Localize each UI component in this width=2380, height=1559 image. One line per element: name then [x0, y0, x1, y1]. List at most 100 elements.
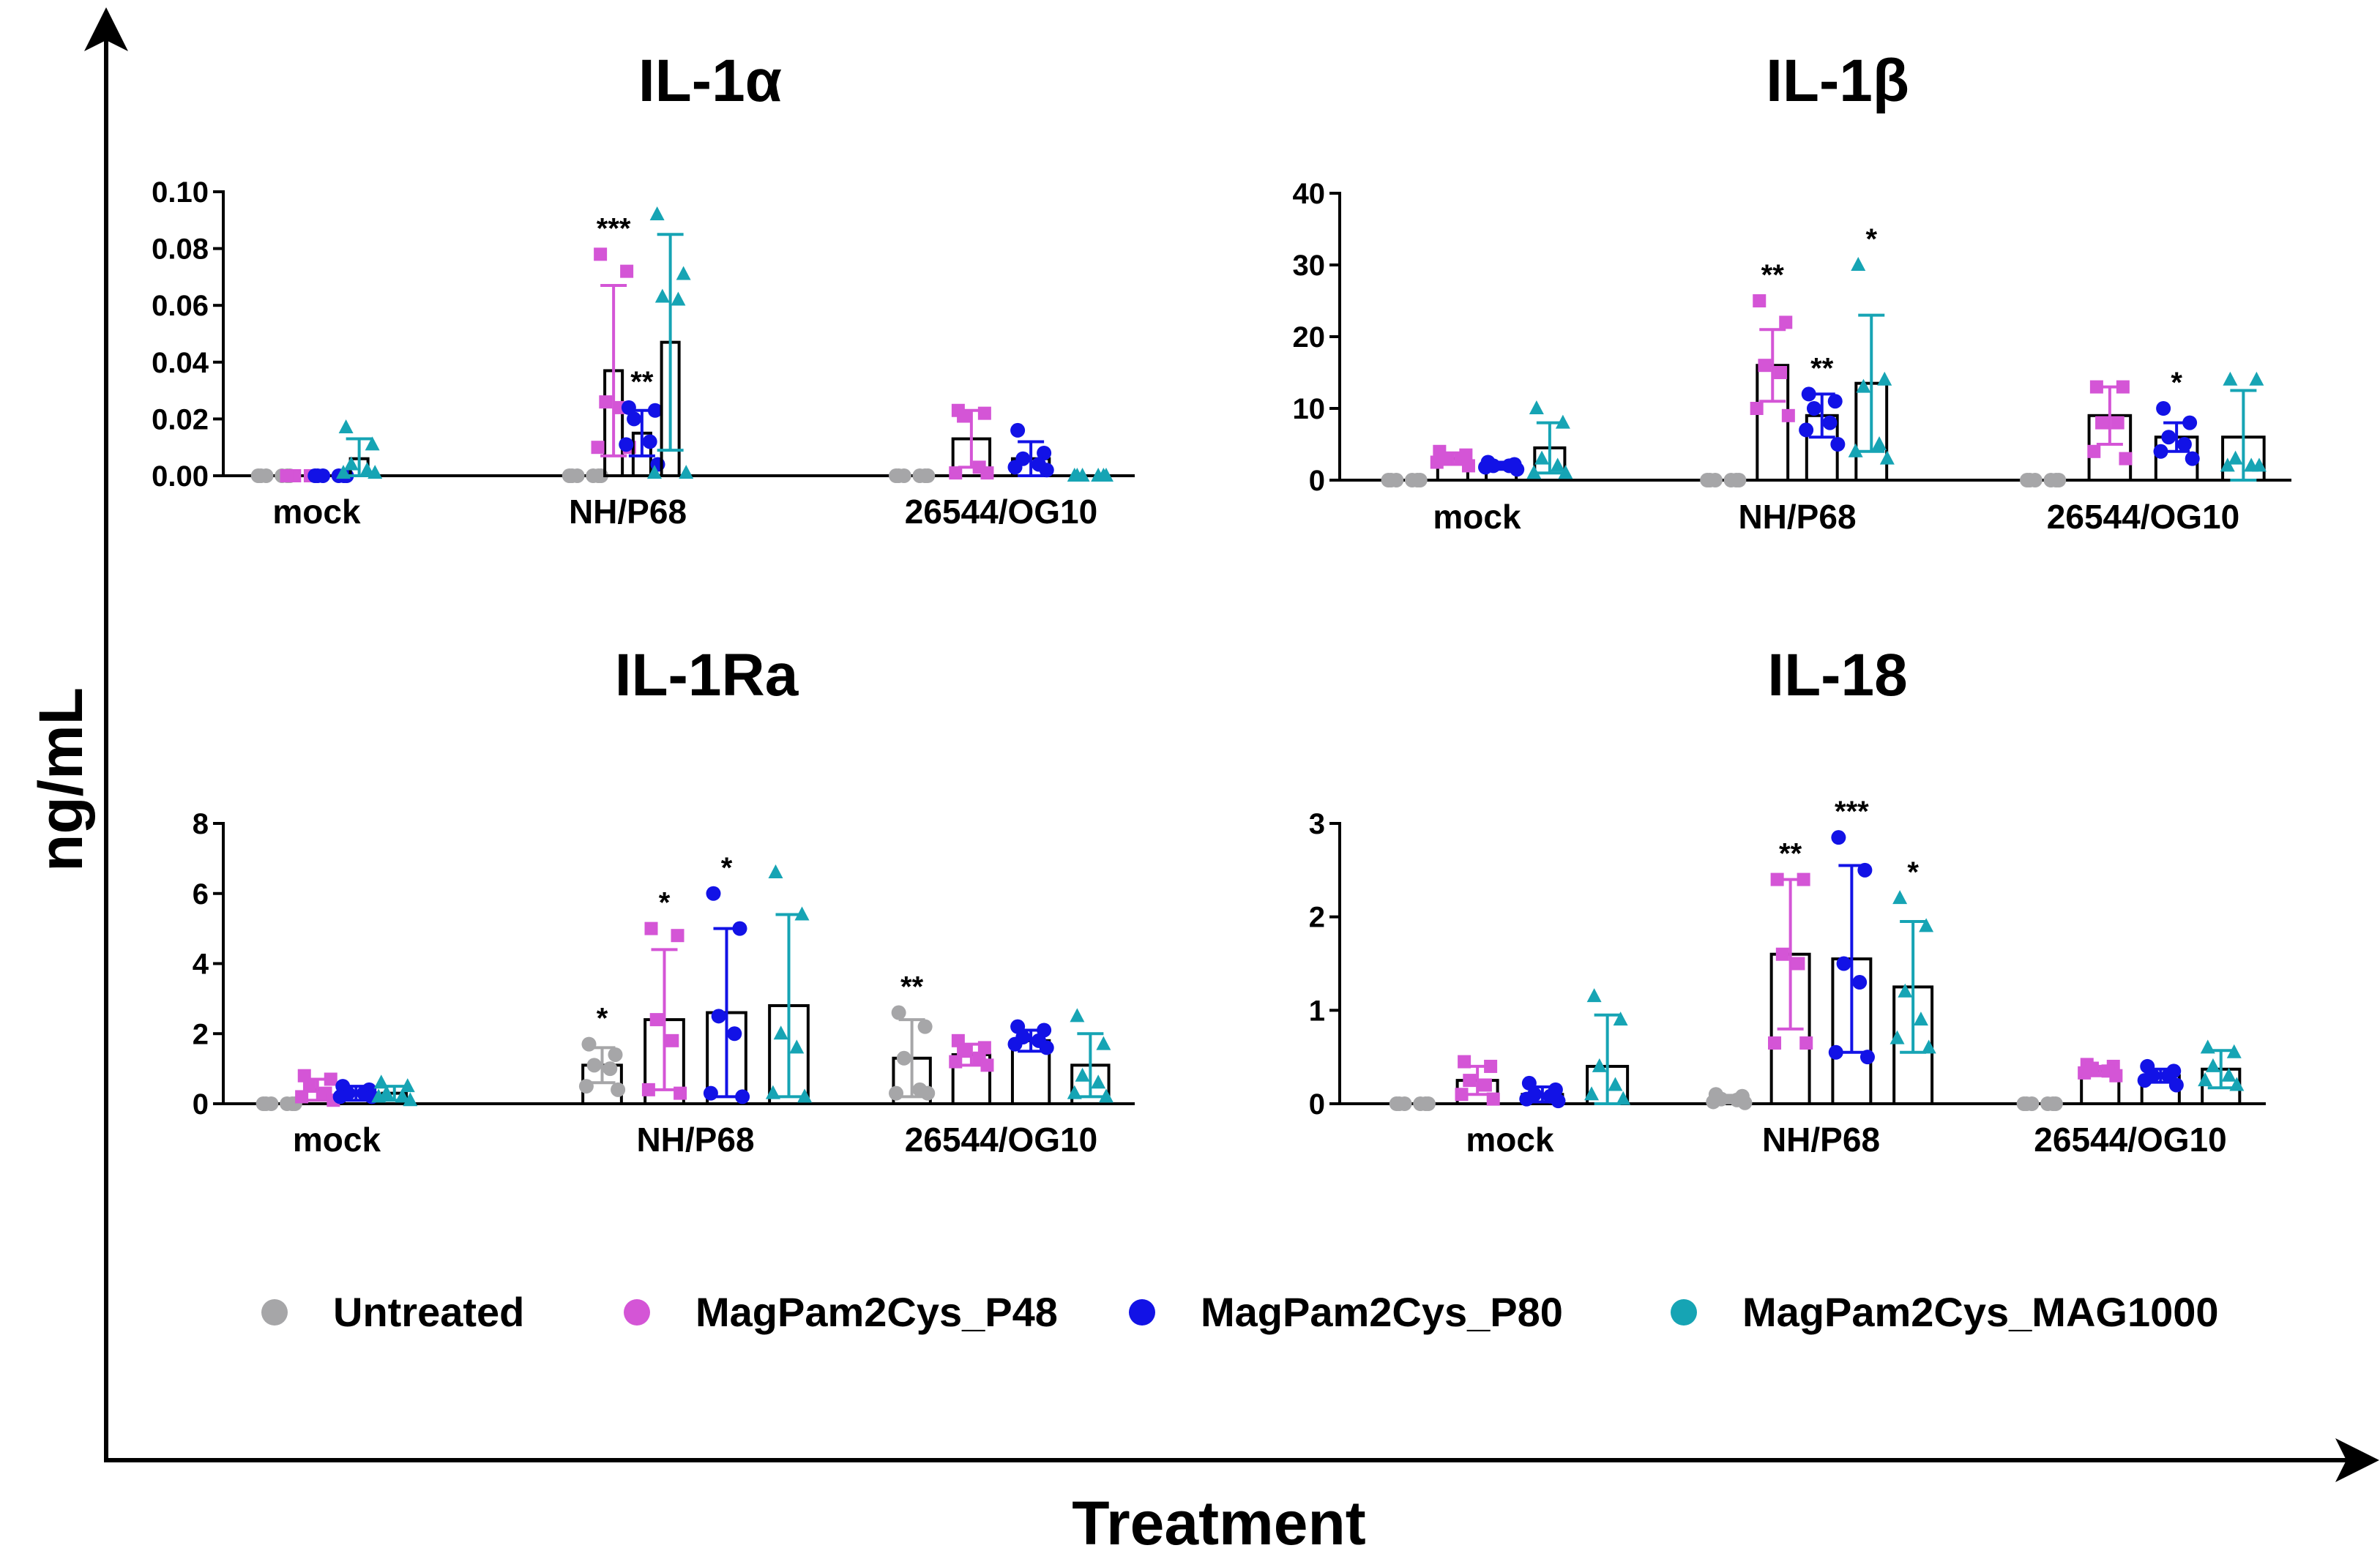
- data-point: [2249, 371, 2264, 386]
- category-label: mock: [1433, 498, 1521, 536]
- data-point: [980, 466, 994, 480]
- data-point: [2153, 444, 2168, 459]
- data-point: [1070, 1008, 1085, 1022]
- panel-title: IL-18: [1767, 642, 1907, 709]
- significance-marker: **: [1810, 352, 1834, 384]
- data-point: [1797, 872, 1810, 886]
- data-point: [949, 1055, 963, 1069]
- data-point: [343, 456, 359, 471]
- data-point: [627, 411, 642, 427]
- significance-marker: *: [659, 887, 671, 919]
- category-label: 26544/OG10: [905, 1121, 1097, 1159]
- data-point: [1529, 400, 1544, 414]
- data-point: [578, 1079, 594, 1094]
- data-point: [359, 462, 375, 476]
- data-point: [1484, 1059, 1498, 1073]
- data-point: [1872, 436, 1887, 450]
- data-point: [295, 1090, 309, 1104]
- data-point: [765, 1085, 780, 1099]
- data-point: [2228, 450, 2243, 465]
- data-point: [1859, 1050, 1875, 1065]
- data-point: [1381, 473, 1396, 487]
- data-point: [1551, 1093, 1566, 1109]
- data-point: [1770, 872, 1784, 886]
- data-point: [649, 1013, 663, 1027]
- panel-title: IL-1β: [1766, 48, 1909, 114]
- data-point: [1831, 830, 1846, 845]
- data-point: [2116, 380, 2130, 394]
- data-point: [403, 1092, 418, 1107]
- data-point: [1750, 402, 1764, 415]
- data-point: [773, 1025, 788, 1040]
- data-point: [727, 1026, 742, 1042]
- data-point: [891, 1005, 906, 1020]
- data-point: [2229, 1077, 2245, 1091]
- data-point: [2200, 1039, 2215, 1054]
- data-point: [920, 468, 936, 483]
- data-point: [1478, 1078, 1492, 1092]
- data-point: [603, 1061, 618, 1077]
- data-point: [2223, 371, 2238, 386]
- data-point: [373, 1074, 389, 1089]
- data-point: [706, 886, 721, 901]
- significance-marker: **: [1779, 838, 1802, 870]
- data-point: [1039, 1040, 1054, 1055]
- data-point: [1774, 366, 1788, 379]
- data-point: [1486, 1092, 1500, 1106]
- legend-label: Untreated: [333, 1289, 524, 1335]
- data-point: [1877, 371, 1892, 386]
- data-point: [896, 1050, 911, 1066]
- data-point: [255, 1096, 271, 1111]
- data-point: [1463, 1074, 1477, 1088]
- data-point: [797, 1088, 813, 1103]
- data-point: [594, 247, 608, 261]
- data-point: [2089, 380, 2103, 394]
- data-point: [1919, 918, 1934, 932]
- data-point: [794, 906, 810, 921]
- data-point: [2221, 1067, 2237, 1082]
- data-point: [1852, 975, 1868, 990]
- significance-marker: **: [1761, 259, 1785, 291]
- data-point: [2220, 457, 2235, 472]
- data-point: [1848, 443, 1863, 457]
- data-point: [1801, 386, 1816, 402]
- data-point: [1608, 1077, 1623, 1091]
- data-point: [644, 921, 658, 935]
- data-point: [1799, 422, 1814, 438]
- data-point: [2109, 1069, 2123, 1083]
- significance-marker: **: [630, 366, 654, 398]
- data-point: [1558, 465, 1573, 479]
- data-point: [2095, 416, 2109, 430]
- y-tick-label: 0.08: [152, 233, 209, 266]
- data-point: [1830, 437, 1846, 452]
- y-tick-label: 30: [1293, 250, 1326, 282]
- category-label: mock: [1466, 1121, 1554, 1159]
- data-point: [611, 1082, 626, 1097]
- data-point: [2020, 473, 2035, 487]
- data-point: [1851, 257, 1866, 271]
- data-point: [1420, 1096, 1436, 1111]
- data-point: [620, 264, 634, 278]
- data-point: [951, 1033, 965, 1047]
- data-point: [1913, 1012, 1928, 1026]
- y-tick-label: 0.02: [152, 403, 209, 435]
- data-point: [586, 1058, 602, 1073]
- data-point: [2226, 1044, 2242, 1058]
- data-point: [250, 468, 266, 483]
- data-point: [732, 921, 747, 936]
- legend-label: MagPam2Cys_P48: [695, 1289, 1058, 1335]
- data-point: [647, 465, 663, 479]
- data-point: [599, 395, 613, 409]
- data-point: [280, 469, 294, 482]
- data-point: [621, 400, 636, 415]
- data-point: [1091, 1074, 1106, 1089]
- data-point: [647, 403, 663, 418]
- panels: IL-1α 0.00 0.02 0.04 0.06 0.08 0.10 mock NH/P68 *…: [152, 48, 2291, 1159]
- data-point: [671, 291, 686, 306]
- data-point: [1592, 1058, 1607, 1072]
- data-point: [395, 1088, 410, 1103]
- data-point: [591, 441, 605, 455]
- significance-marker: *: [1907, 856, 1919, 889]
- data-point: [654, 288, 670, 303]
- y-tick-label: 4: [193, 949, 209, 981]
